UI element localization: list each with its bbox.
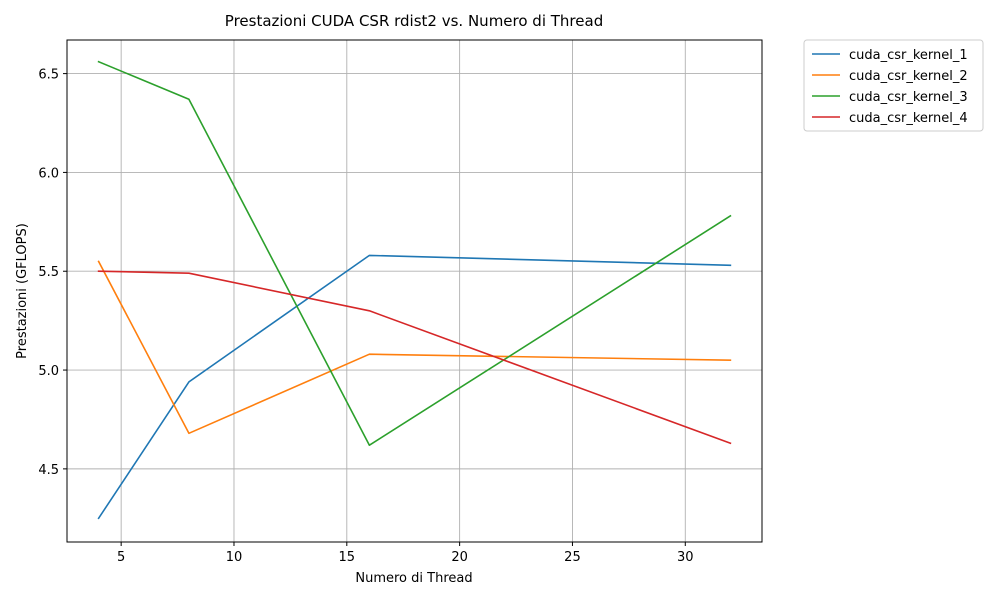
legend-label: cuda_csr_kernel_4 bbox=[849, 111, 968, 126]
x-tick-label: 20 bbox=[451, 550, 468, 565]
series-line-cuda_csr_kernel_2 bbox=[97, 260, 732, 435]
legend: cuda_csr_kernel_1 cuda_csr_kernel_2 cuda_c… bbox=[803, 39, 984, 132]
chart-title: Prestazioni CUDA CSR rdist2 vs. Numero d… bbox=[225, 12, 603, 30]
x-tick-label: 25 bbox=[564, 550, 581, 565]
series-line-cuda_csr_kernel_1 bbox=[97, 254, 732, 520]
axis-ticks: 5 10 15 20 25 30 4.5 5.0 5.5 6.0 6.5 bbox=[38, 68, 693, 565]
y-tick-label: 6.0 bbox=[38, 166, 59, 181]
grid bbox=[67, 40, 762, 542]
x-tick-label: 10 bbox=[226, 550, 243, 565]
series-lines bbox=[97, 60, 732, 520]
y-tick-label: 4.5 bbox=[38, 463, 59, 478]
x-tick-label: 30 bbox=[677, 550, 694, 565]
y-tick-label: 6.5 bbox=[38, 68, 59, 83]
x-tick-label: 15 bbox=[339, 550, 356, 565]
x-tick-label: 5 bbox=[117, 550, 125, 565]
series-line-cuda_csr_kernel_4 bbox=[97, 270, 732, 445]
legend-label: cuda_csr_kernel_1 bbox=[849, 48, 968, 63]
y-tick-label: 5.0 bbox=[38, 364, 59, 379]
legend-label: cuda_csr_kernel_2 bbox=[849, 69, 968, 84]
legend-label: cuda_csr_kernel_3 bbox=[849, 90, 968, 105]
x-axis-title: Numero di Thread bbox=[355, 571, 472, 586]
plot-frame bbox=[66, 39, 763, 543]
y-tick-label: 5.5 bbox=[38, 265, 59, 280]
series-line-cuda_csr_kernel_3 bbox=[97, 60, 732, 447]
y-axis-title: Prestazioni (GFLOPS) bbox=[15, 223, 30, 359]
legend-box bbox=[803, 39, 984, 132]
